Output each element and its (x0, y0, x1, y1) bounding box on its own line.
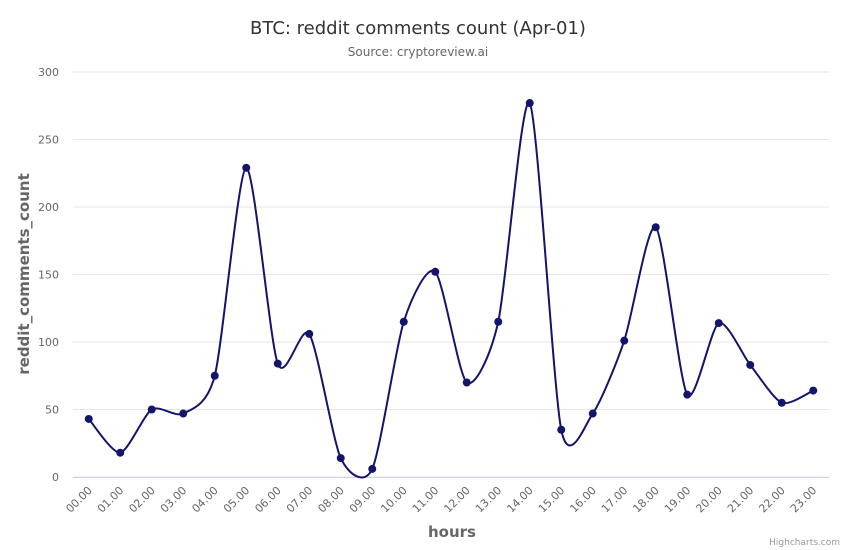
x-tick-label: 07.00 (284, 484, 315, 515)
x-tick-label: 09.00 (347, 484, 378, 515)
y-tick-label: 150 (38, 269, 59, 282)
x-tick-label: 21.00 (725, 484, 756, 515)
x-tick-label: 01.00 (95, 484, 126, 515)
data-point[interactable] (651, 223, 660, 232)
x-tick-label: 02.00 (126, 484, 157, 515)
x-tick-label: 18.00 (630, 484, 661, 515)
x-tick-label: 03.00 (158, 484, 189, 515)
x-tick-label: 15.00 (536, 484, 567, 515)
y-tick-label: 50 (45, 404, 59, 417)
x-tick-label: 00.00 (63, 484, 94, 515)
data-point[interactable] (210, 371, 219, 380)
data-point[interactable] (147, 405, 156, 414)
x-tick-label: 06.00 (252, 484, 283, 515)
data-point[interactable] (305, 329, 314, 338)
data-point[interactable] (431, 267, 440, 276)
data-point[interactable] (588, 409, 597, 418)
x-tick-label: 10.00 (378, 484, 409, 515)
gridlines (73, 71, 829, 478)
x-tick-label: 20.00 (693, 484, 724, 515)
data-point[interactable] (714, 319, 723, 328)
y-tick-label: 100 (38, 336, 59, 349)
data-point[interactable] (809, 386, 818, 395)
data-point[interactable] (462, 378, 471, 387)
x-tick-label: 19.00 (662, 484, 693, 515)
x-tick-label: 13.00 (473, 484, 504, 515)
data-point[interactable] (777, 398, 786, 407)
y-tick-label: 300 (38, 66, 59, 79)
chart-title: BTC: reddit comments count (Apr-01) (250, 18, 586, 39)
x-tick-label: 12.00 (441, 484, 472, 515)
x-tick-label: 11.00 (410, 484, 441, 515)
data-point[interactable] (557, 425, 566, 434)
y-tick-label: 0 (52, 471, 59, 484)
data-point[interactable] (242, 163, 251, 172)
credits[interactable]: Highcharts.com (769, 538, 840, 548)
data-point[interactable] (179, 409, 188, 418)
series-points (84, 99, 818, 473)
x-tick-label: 23.00 (788, 484, 819, 515)
data-point[interactable] (368, 464, 377, 473)
data-point[interactable] (84, 414, 93, 423)
x-tick-label: 05.00 (221, 484, 252, 515)
data-point[interactable] (683, 390, 692, 399)
y-tick-label: 250 (38, 134, 59, 147)
x-tick-label: 14.00 (504, 484, 535, 515)
x-axis-title: hours (428, 523, 476, 541)
y-tick-label: 200 (38, 201, 59, 214)
data-point[interactable] (116, 448, 125, 457)
chart-subtitle: Source: cryptoreview.ai (348, 45, 488, 59)
x-tick-label: 04.00 (189, 484, 220, 515)
x-tick-label: 08.00 (315, 484, 346, 515)
series-line (87, 101, 814, 479)
data-point[interactable] (273, 359, 282, 368)
data-point[interactable] (525, 99, 534, 108)
data-point[interactable] (336, 454, 345, 463)
y-axis-ticks: 0 50 100 150 200 250 300 (38, 66, 59, 484)
data-point[interactable] (746, 360, 755, 369)
data-point[interactable] (620, 336, 629, 345)
x-axis-ticks: 00.00 01.00 02.00 03.00 04.00 05.00 06.00 07.00… (63, 484, 819, 515)
data-point[interactable] (399, 317, 408, 326)
x-tick-label: 17.00 (599, 484, 630, 515)
x-tick-label: 16.00 (567, 484, 598, 515)
x-tick-label: 22.00 (756, 484, 787, 515)
y-axis-title: reddit_comments_count (15, 173, 33, 375)
data-point[interactable] (494, 317, 503, 326)
